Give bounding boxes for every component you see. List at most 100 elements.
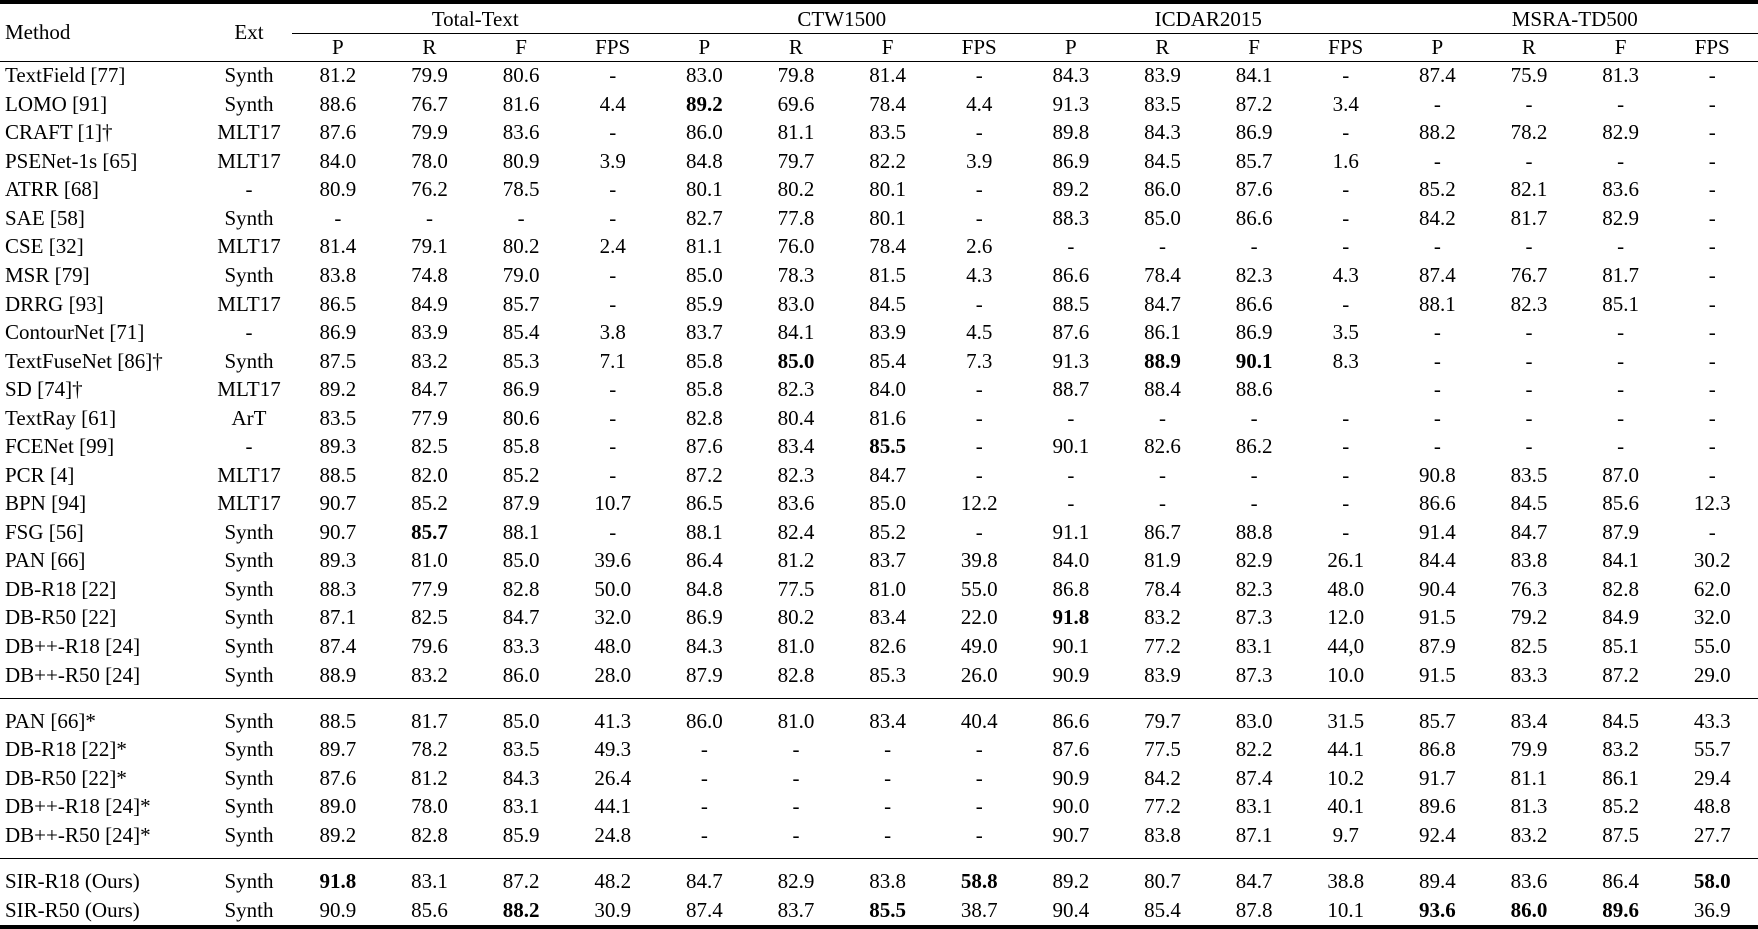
value-cell: 85.5	[869, 898, 906, 923]
value-cell: -	[975, 177, 983, 202]
dataset-group-header: ICDAR2015	[1025, 2, 1392, 34]
value-cell: -	[1342, 177, 1350, 202]
table-row: CSE [32] MLT17 81.4 79.1 80.2 2.4 81.1 76.0 78.4…	[0, 233, 1758, 262]
value-cell: 89.2	[319, 377, 357, 402]
value-cell: 83.6	[777, 491, 815, 516]
table-row: PCR [4] MLT17 88.5 82.0 85.2 - 87.2 82.3 84.7 - - -…	[0, 461, 1758, 490]
value-cell: 83.2	[411, 662, 448, 687]
value-cell: 44.1	[1327, 737, 1365, 762]
value-cell: -	[1342, 234, 1350, 259]
value-cell: -	[1708, 291, 1716, 316]
value-cell: 83.5	[502, 737, 540, 762]
value-cell: 86.6	[1418, 491, 1456, 516]
value-cell: 36.9	[1693, 898, 1731, 923]
value-cell: 4.3	[1332, 263, 1359, 287]
value-cell: -	[425, 205, 433, 230]
value-cell: 84.2	[1418, 205, 1456, 230]
value-cell: 90.1	[1052, 434, 1090, 459]
value-cell: -	[1708, 519, 1716, 544]
table-row: SIR-R50 (Ours) Synth 90.9 85.6 88.2 30.9 87.4 8…	[0, 896, 1758, 927]
value-cell: 84.0	[319, 148, 357, 173]
table-row: DB++-R18 [24] Synth 87.4 79.6 83.3 48.0 84.3 81…	[0, 632, 1758, 661]
metric-column-header: FPS	[1666, 33, 1758, 62]
value-cell: 90.1	[1235, 348, 1273, 373]
value-cell: 85.2	[1602, 794, 1639, 819]
value-cell: 84.3	[685, 633, 723, 658]
value-cell: 87.0	[1602, 462, 1639, 487]
value-cell: -	[1525, 377, 1533, 402]
value-cell: 81.0	[777, 708, 815, 733]
table-row: ContourNet [71] - 86.9 83.9 85.4 3.8 83.7 84.1 8…	[0, 318, 1758, 347]
value-cell: 89.2	[1052, 177, 1090, 202]
value-cell: 83.8	[319, 263, 357, 287]
value-cell: 87.9	[1418, 633, 1456, 658]
ext-cell: Synth	[224, 91, 274, 116]
value-cell: 91.5	[1418, 605, 1456, 630]
value-cell: 84.5	[1602, 708, 1639, 733]
value-cell: 86.5	[319, 291, 357, 316]
value-cell: 1.6	[1332, 148, 1359, 173]
table-row: DRRG [93] MLT17 86.5 84.9 85.7 - 85.9 83.0 84.5 -…	[0, 290, 1758, 319]
value-cell: 55.0	[960, 576, 998, 601]
value-cell: -	[609, 434, 617, 459]
value-cell: 89.0	[319, 794, 357, 819]
value-cell: 85.2	[869, 519, 906, 544]
value-cell: -	[1433, 377, 1441, 402]
table-row: SIR-R18 (Ours) Synth 91.8 83.1 87.2 48.2 84.7 8…	[0, 859, 1758, 897]
method-cell: DB-R50 [22]*	[5, 765, 127, 790]
value-cell: 90.4	[1418, 576, 1456, 601]
table-section: PAN [66]* Synth 88.5 81.7 85.0 41.3 86.0 81.0 83…	[0, 698, 1758, 859]
value-cell: 75.9	[1510, 63, 1548, 88]
value-cell: 83.6	[502, 120, 540, 145]
ext-cell: MLT17	[217, 377, 281, 402]
value-cell: 88.9	[1144, 348, 1181, 373]
metric-column-header: P	[1391, 33, 1484, 62]
value-cell: 83.5	[1510, 462, 1548, 487]
value-cell: -	[1433, 234, 1441, 259]
value-cell: 80.1	[685, 177, 723, 202]
method-cell: ATRR [68]	[5, 177, 99, 202]
table-row: LOMO [91] Synth 88.6 76.7 81.6 4.4 89.2 69.6 78.…	[0, 90, 1758, 119]
method-cell: SD [74]†	[5, 377, 83, 402]
value-cell: 76.7	[1510, 263, 1548, 287]
method-cell: PSENet-1s [65]	[5, 148, 138, 173]
value-cell: 83.6	[1510, 869, 1548, 894]
value-cell: 77.5	[1144, 737, 1181, 762]
value-cell: 87.4	[1418, 263, 1456, 287]
value-cell: 81.1	[685, 234, 723, 259]
value-cell: 89.8	[1052, 120, 1090, 145]
table-row: PAN [66]* Synth 88.5 81.7 85.0 41.3 86.0 81.0 83…	[0, 698, 1758, 736]
value-cell: 91.3	[1052, 91, 1090, 116]
value-cell: 85.0	[685, 263, 723, 287]
table-row: FCENet [99] - 89.3 82.5 85.8 - 87.6 83.4 85.5 - 90…	[0, 432, 1758, 461]
value-cell: 81.3	[1510, 794, 1548, 819]
value-cell: 80.2	[777, 605, 815, 630]
method-cell: TextRay [61]	[5, 405, 117, 430]
value-cell: -	[975, 462, 983, 487]
value-cell: 82.3	[1510, 291, 1548, 316]
value-cell: 12.3	[1693, 491, 1731, 516]
value-cell: 83.0	[685, 63, 723, 88]
value-cell: 87.5	[1602, 823, 1639, 848]
value-cell: 81.1	[777, 120, 815, 145]
value-cell: 84.7	[1235, 869, 1273, 894]
value-cell: 12.0	[1327, 605, 1365, 630]
value-cell: 82.3	[1235, 263, 1273, 287]
value-cell: 79.9	[411, 120, 448, 145]
value-cell: -	[975, 63, 983, 88]
value-cell: 91.3	[1052, 348, 1090, 373]
metric-column-header: F	[1208, 33, 1300, 62]
value-cell: 30.9	[594, 898, 632, 923]
value-cell: -	[700, 765, 708, 790]
value-cell: 88.3	[319, 576, 357, 601]
value-cell: 85.8	[685, 377, 723, 402]
ext-cell: ArT	[231, 405, 267, 430]
value-cell: 87.9	[502, 491, 540, 516]
table-row: DB++-R50 [24]* Synth 89.2 82.8 85.9 24.8 - - - - 9…	[0, 821, 1758, 859]
value-cell: -	[884, 765, 892, 790]
value-cell: -	[1433, 405, 1441, 430]
value-cell: 86.0	[685, 120, 723, 145]
ext-cell: Synth	[224, 737, 274, 762]
value-cell: -	[792, 823, 800, 848]
value-cell: 83.7	[777, 898, 815, 923]
